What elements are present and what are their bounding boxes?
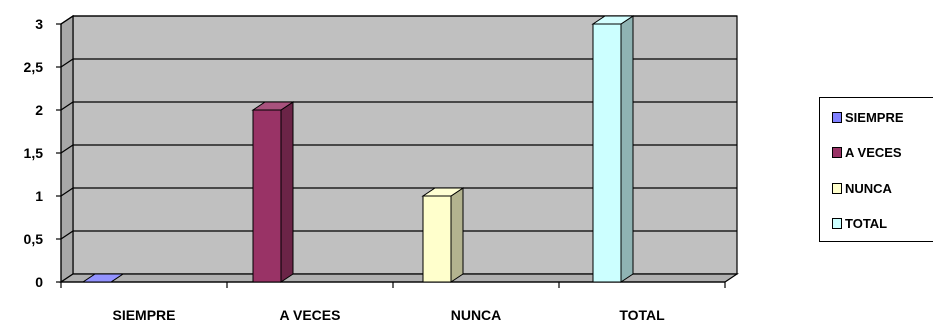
gridline xyxy=(60,101,737,111)
bar-top xyxy=(591,15,635,25)
legend-label-a-veces: A VECES xyxy=(845,144,902,160)
y-tick-label: 0,5 xyxy=(24,231,44,247)
bar-side xyxy=(450,187,464,283)
x-category-label: A VECES xyxy=(280,307,341,323)
legend-item-siempre: SIEMPRE xyxy=(832,109,904,125)
gridlines xyxy=(60,15,737,240)
legend-label-nunca: NUNCA xyxy=(845,180,892,196)
bar-side xyxy=(280,101,294,283)
bars xyxy=(81,15,635,283)
y-axis-ticks: 0 0,5 1 1,5 2 2,5 3 xyxy=(24,16,61,290)
gridline xyxy=(60,15,737,25)
legend: SIEMPRE A VECES NUNCA TOTAL xyxy=(819,97,933,242)
y-tick-label: 2 xyxy=(35,102,43,118)
x-category-label: SIEMPRE xyxy=(112,307,175,323)
x-category-label: NUNCA xyxy=(451,307,502,323)
y-tick-label: 3 xyxy=(35,16,43,32)
x-category-label: TOTAL xyxy=(619,307,665,323)
bar-side xyxy=(620,15,634,283)
legend-swatch-a-veces xyxy=(832,146,842,158)
legend-swatch-nunca xyxy=(832,182,842,194)
gridline xyxy=(60,187,737,197)
bar-top xyxy=(81,273,125,283)
bar-front xyxy=(422,195,452,283)
bar-top xyxy=(251,101,295,111)
bar-a-veces xyxy=(251,101,295,283)
legend-swatch-total xyxy=(832,217,842,229)
bar-nunca xyxy=(421,187,465,283)
x-axis-categories: SIEMPRE A VECES NUNCA TOTAL xyxy=(60,282,726,323)
y-tick-label: 1,5 xyxy=(24,145,44,161)
legend-item-nunca: NUNCA xyxy=(832,180,892,196)
legend-item-total: TOTAL xyxy=(832,215,887,231)
gridline xyxy=(60,58,737,68)
gridline xyxy=(60,230,737,240)
legend-label-siempre: SIEMPRE xyxy=(845,109,904,125)
legend-swatch-siempre xyxy=(832,111,842,123)
bar-top xyxy=(421,187,465,197)
floor xyxy=(59,273,739,283)
legend-item-a-veces: A VECES xyxy=(832,144,902,160)
bar-siempre xyxy=(81,273,125,283)
bar-total xyxy=(591,15,635,283)
bar-front xyxy=(252,109,282,283)
y-tick-label: 1 xyxy=(35,188,43,204)
legend-label-total: TOTAL xyxy=(845,215,888,231)
gridline xyxy=(60,144,737,154)
plot-area xyxy=(59,14,739,284)
y-tick-label: 0 xyxy=(35,274,43,290)
bar-front xyxy=(592,23,622,283)
y-tick-label: 2,5 xyxy=(24,59,44,75)
